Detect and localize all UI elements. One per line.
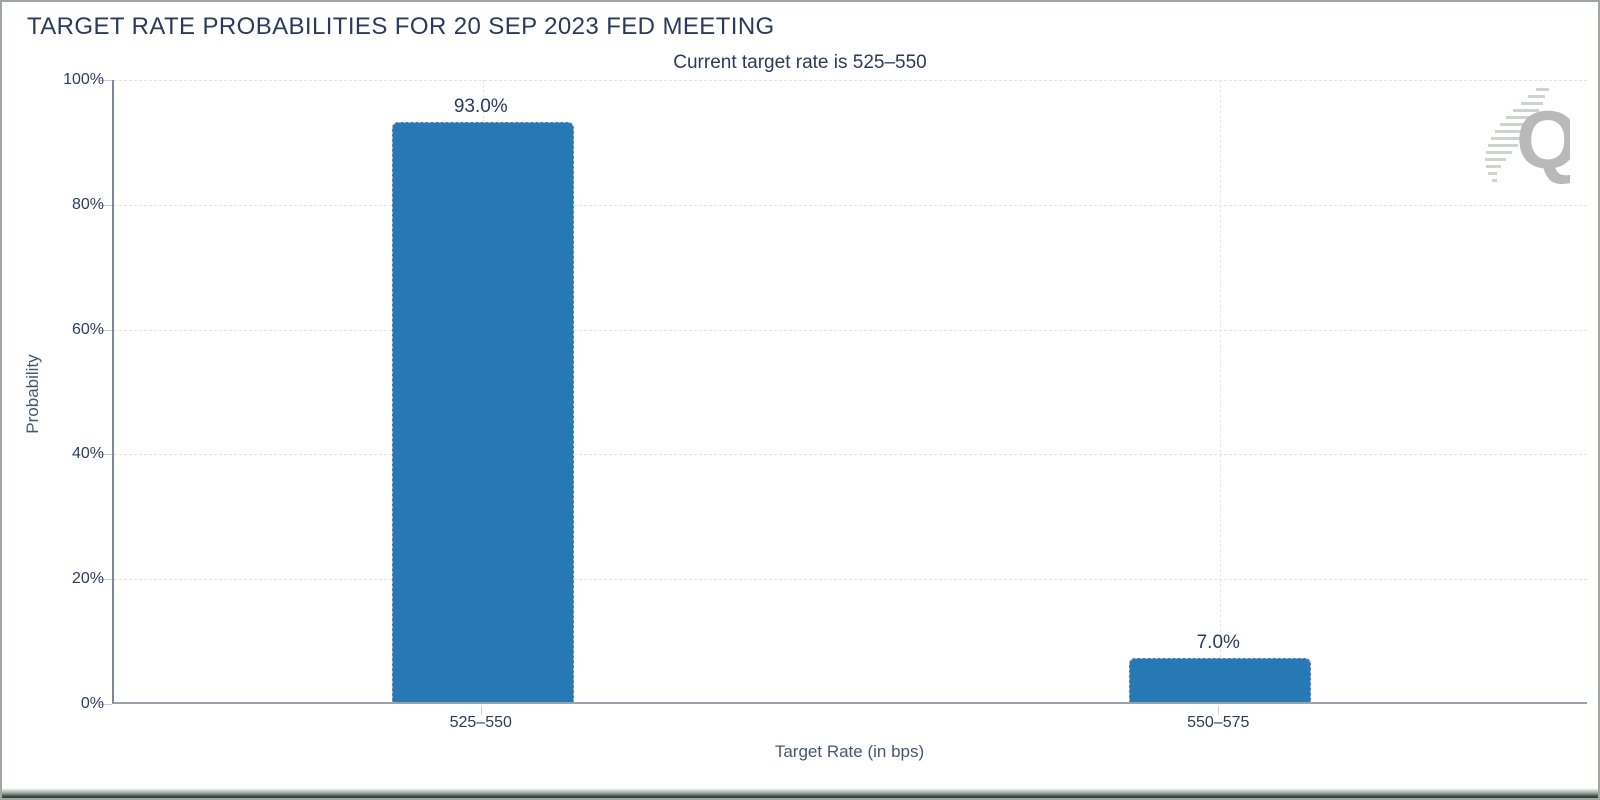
x-tick-mark [480,706,482,715]
y-tick-label: 0% [80,695,104,712]
watermark-letter: Q [1516,95,1570,186]
y-tick-mark [99,454,112,456]
bar-550-575[interactable] [1129,658,1312,702]
horizontal-gridline [114,204,1587,206]
y-tick-label: 60% [71,320,104,338]
x-tick-label: 525–550 [449,714,512,731]
horizontal-gridline [114,454,1587,456]
watermark-q-logo: Q [1485,88,1570,186]
chart-title: TARGET RATE PROBABILITIES FOR 20 SEP 202… [27,13,775,40]
horizontal-gridline [114,579,1587,581]
y-tick-label: 40% [71,445,104,463]
x-tick-label: 550–575 [1187,714,1250,731]
y-axis-title: Probability [23,354,42,434]
y-tick-mark [99,704,112,705]
vertical-gridline [1220,80,1222,702]
horizontal-gridline [114,80,1587,81]
y-tick-label: 80% [71,195,104,213]
y-tick-mark [99,579,112,581]
x-tick-mark [1218,706,1220,715]
y-tick-mark [99,80,112,81]
watermark-speed-lines [1485,88,1549,182]
x-axis-title: Target Rate (in bps) [774,742,925,761]
bar-value-label: 7.0% [1196,632,1240,654]
horizontal-gridline [114,329,1587,331]
y-tick-mark [99,329,112,331]
bottom-border-band [2,788,1598,798]
plot-area[interactable] [112,80,1587,704]
bar-value-label: 93.0% [453,95,508,117]
bar-525-550[interactable] [391,121,574,702]
y-tick-label: 100% [63,71,104,88]
chart-subtitle: Current target rate is 525–550 [673,52,927,73]
y-tick-label: 20% [71,570,104,588]
y-tick-mark [99,204,112,206]
